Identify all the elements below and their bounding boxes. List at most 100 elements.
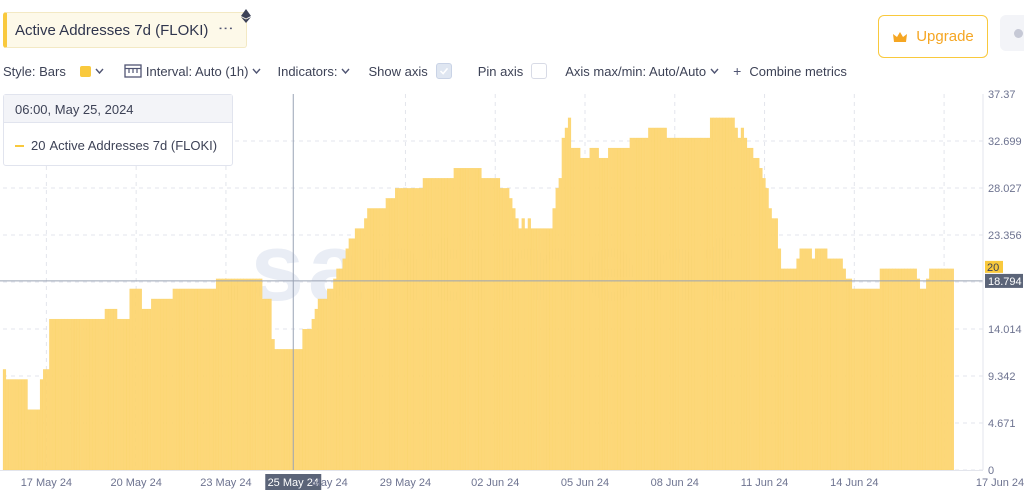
- bar: [444, 178, 448, 471]
- bar: [629, 137, 633, 471]
- bar: [147, 308, 152, 471]
- bar: [688, 137, 692, 471]
- bar: [311, 318, 315, 471]
- bar: [725, 117, 729, 471]
- bar: [947, 268, 951, 471]
- more-options-icon[interactable]: ⋮: [217, 21, 234, 35]
- bar: [299, 349, 303, 471]
- bar: [305, 329, 309, 471]
- chevron-down-icon: [252, 68, 262, 74]
- chevron-down-icon: [95, 68, 104, 74]
- bar: [348, 238, 352, 471]
- upgrade-button[interactable]: Upgrade: [878, 15, 988, 58]
- bar: [370, 208, 374, 471]
- bar: [759, 168, 763, 471]
- bar: [499, 188, 504, 471]
- x-tick-label: 29 May 24: [380, 477, 431, 489]
- bar: [780, 268, 785, 471]
- bar: [691, 137, 695, 471]
- bar: [243, 278, 247, 471]
- bar: [682, 137, 686, 471]
- tooltip-value: 20: [31, 138, 46, 153]
- bar: [178, 288, 183, 471]
- style-selector[interactable]: Style: Bars: [3, 64, 66, 79]
- y-tick-label: 23.356: [988, 230, 1022, 242]
- bar: [188, 288, 192, 471]
- bar: [391, 198, 396, 471]
- y-tick-label: 32.699: [988, 136, 1022, 148]
- bar: [950, 268, 954, 471]
- bar: [478, 168, 482, 471]
- bar: [481, 178, 485, 471]
- bar: [314, 308, 318, 471]
- bar: [212, 288, 217, 471]
- bar: [753, 157, 757, 471]
- bar: [379, 208, 383, 471]
- bar: [777, 248, 782, 471]
- bar: [132, 288, 136, 471]
- combine-metrics-button[interactable]: + Combine metrics: [733, 63, 847, 79]
- show-axis-toggle[interactable]: Show axis: [368, 63, 452, 79]
- bar: [12, 379, 16, 471]
- bar: [185, 288, 189, 471]
- bar: [571, 147, 575, 471]
- bar: [530, 228, 535, 471]
- bar: [450, 178, 454, 471]
- metric-title-box[interactable]: Active Addresses 7d (FLOKI) ⋮: [3, 12, 247, 48]
- bar: [33, 409, 37, 471]
- pin-axis-toggle[interactable]: Pin axis: [478, 63, 548, 79]
- bar: [592, 147, 596, 471]
- color-selector[interactable]: [79, 65, 104, 77]
- x-tick-label: 23 May 24: [200, 477, 251, 489]
- y-crosshair-label-box: [985, 273, 1023, 288]
- bar: [323, 298, 328, 471]
- bar: [151, 298, 155, 471]
- tooltip-series-row: 20 Active Addresses 7d (FLOKI): [15, 138, 217, 153]
- bar: [774, 218, 778, 471]
- bar: [567, 117, 572, 471]
- bar: [855, 288, 859, 471]
- bar: [462, 168, 467, 471]
- bar: [456, 168, 460, 471]
- bar: [428, 178, 433, 471]
- crosshair: 20 18.794: [0, 94, 1023, 470]
- y-axis: 37.37 32.699 28.027 23.356 14.014 9.342 4.671 0: [982, 89, 1022, 477]
- bar: [317, 298, 322, 471]
- bar: [354, 228, 359, 471]
- bar: [808, 248, 812, 471]
- x-axis: 17 May 24 20 May 24 23 May 24 25 May 24May …: [0, 470, 1024, 490]
- bar: [870, 288, 874, 471]
- bar: [441, 178, 445, 471]
- bar: [642, 137, 646, 471]
- bar: [407, 188, 411, 471]
- bar: [666, 137, 670, 471]
- pin-axis-label: Pin axis: [477, 63, 524, 79]
- bar: [252, 278, 257, 471]
- bar: [645, 137, 649, 471]
- bar: [932, 268, 936, 471]
- bar: [793, 268, 797, 471]
- x-tick-label: 14 Jun 24: [830, 477, 878, 489]
- bar: [799, 248, 803, 471]
- show-axis-checkbox[interactable]: [435, 63, 452, 79]
- bar: [169, 298, 173, 471]
- bar: [58, 318, 62, 471]
- bar: [222, 278, 226, 471]
- bar: [941, 268, 945, 471]
- interval-selector[interactable]: Interval: Auto (1h): [124, 64, 262, 79]
- bar: [750, 147, 754, 471]
- bar: [830, 258, 834, 471]
- bar: [342, 258, 346, 471]
- bar: [734, 127, 738, 471]
- bar: [135, 288, 139, 471]
- indicators-selector[interactable]: Indicators:: [277, 64, 350, 79]
- bar: [864, 288, 868, 471]
- interval-label: Interval: Auto (1h): [145, 63, 249, 79]
- bar: [876, 288, 880, 471]
- axis-minmax-selector[interactable]: Axis max/min: Auto/Auto: [565, 64, 719, 79]
- bar: [43, 369, 47, 471]
- pin-axis-checkbox[interactable]: [531, 63, 548, 79]
- bar: [509, 198, 513, 471]
- bar: [166, 298, 170, 471]
